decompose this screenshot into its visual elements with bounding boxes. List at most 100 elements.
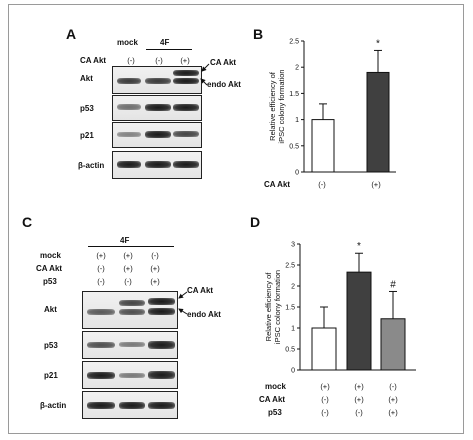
- panel-c-sign: (+): [150, 264, 160, 273]
- panel-a-blot-label: p53: [80, 104, 94, 113]
- panel-b-chart: 0 0.5 1 1.5 2 2.5 Relative efficiency of iPSC c…: [268, 38, 396, 177]
- bar: [311, 327, 337, 371]
- blot-band: [119, 402, 145, 409]
- panel-a-p53-blot: [112, 95, 202, 121]
- panel-a-blot-label: p21: [80, 131, 94, 140]
- blot-band: [117, 132, 141, 137]
- panel-d-chart-group: 0 0.5 1 1.5 2 2.5 3 Relative efficiency of iPSC …: [264, 241, 416, 375]
- panel-b-sign: (-): [318, 180, 326, 189]
- panel-c-sign: (+): [96, 251, 106, 260]
- blot-band: [117, 104, 141, 110]
- panel-c-beta-actin-blot: [82, 391, 178, 419]
- panel-c-sign: (+): [123, 264, 133, 273]
- panel-a-p21-blot: [112, 122, 202, 148]
- y-tick-label: 3: [291, 242, 295, 249]
- panel-c-p21-blot: [82, 361, 178, 389]
- panel-c-endo-akt-arrow-label: endo Akt: [187, 310, 221, 319]
- y-axis-label: Relative efficiency of: [264, 272, 273, 342]
- blot-band: [145, 161, 171, 168]
- blot-band: [173, 70, 199, 76]
- bar: [380, 318, 406, 371]
- panel-a-ca-akt-arrow-label: CA Akt: [210, 58, 237, 67]
- y-tick-label: 1: [295, 117, 299, 124]
- panel-c-blot-label: p53: [44, 341, 58, 350]
- panel-c-letter: C: [22, 214, 33, 230]
- panel-a-beta-actin-blot: [112, 151, 202, 179]
- panel-a-sign: (+): [180, 56, 190, 65]
- panel-c-p53-blot: [82, 331, 178, 359]
- y-tick-label: 0.5: [285, 347, 295, 354]
- panel-c-4f-label: 4F: [120, 236, 130, 245]
- y-axis-label: Relative efficiency of: [268, 71, 277, 141]
- y-tick-label: 0: [295, 170, 299, 177]
- blot-band: [173, 131, 199, 137]
- blot-band: [87, 309, 115, 315]
- panel-d-sign: (+): [354, 395, 364, 404]
- panel-a-sign: (-): [155, 56, 163, 65]
- figure-frame: [8, 4, 464, 434]
- blot-band: [148, 298, 175, 305]
- y-tick-label: 1.5: [289, 91, 299, 98]
- blot-band: [119, 300, 145, 306]
- y-tick-label: 2: [295, 65, 299, 72]
- panel-d-row-label: CA Akt: [259, 395, 286, 404]
- y-tick-label: 0.5: [289, 143, 299, 150]
- blot-band: [173, 104, 199, 111]
- panel-d-sign: (+): [354, 382, 364, 391]
- blot-band: [117, 78, 141, 84]
- panel-a-sign: (-): [127, 56, 135, 65]
- panel-d-row-label: mock: [265, 382, 286, 391]
- panel-c-blot-label: β-actin: [40, 401, 67, 410]
- blot-band: [87, 372, 115, 379]
- y-tick-label: 2.5: [285, 263, 295, 270]
- significance-marker: *: [376, 38, 380, 49]
- panel-c-row-label: mock: [40, 251, 61, 260]
- panel-b-sign: (+): [371, 180, 381, 189]
- y-tick-label: 1.5: [285, 305, 295, 312]
- panel-d-sign: (+): [320, 382, 330, 391]
- panel-c-sign: (-): [124, 277, 132, 286]
- panel-c-sign: (+): [150, 277, 160, 286]
- panel-b-row-label: CA Akt: [264, 180, 291, 189]
- blot-band: [173, 161, 199, 168]
- blot-band: [145, 104, 171, 111]
- significance-marker: #: [390, 279, 396, 290]
- blot-band: [119, 309, 145, 315]
- bar: [311, 119, 335, 173]
- panel-c-ca-akt-arrow-label: CA Akt: [187, 286, 214, 295]
- panel-a-4f-label: 4F: [160, 38, 170, 47]
- blot-band: [87, 342, 115, 348]
- panel-c-sign: (-): [151, 251, 159, 260]
- bar: [366, 71, 390, 173]
- panel-c-blot-label: Akt: [44, 305, 57, 314]
- panel-d-sign: (-): [389, 382, 397, 391]
- panel-a-ca-akt-row-label: CA Akt: [80, 56, 107, 65]
- panel-b-chart-group: 0 0.5 1 1.5 2 2.5 Relative efficiency of iPSC c…: [268, 38, 396, 177]
- panel-c-sign: (-): [97, 277, 105, 286]
- blot-band: [148, 341, 175, 349]
- significance-marker: *: [357, 241, 361, 252]
- bar: [346, 271, 372, 371]
- y-tick-label: 0: [291, 368, 295, 375]
- blot-band: [148, 402, 175, 409]
- panel-a-mock-label: mock: [117, 38, 138, 47]
- panel-a-4f-bracket: [146, 49, 192, 50]
- panel-c-sign: (+): [123, 251, 133, 260]
- panel-c-row-label: CA Akt: [36, 264, 63, 273]
- panel-a-blot-label: β-actin: [78, 161, 105, 170]
- blot-band: [87, 402, 115, 409]
- y-tick-label: 2.5: [289, 39, 299, 46]
- y-tick-label: 1: [291, 326, 295, 333]
- panel-c-sign: (-): [97, 264, 105, 273]
- panel-a-akt-blot: [112, 66, 202, 94]
- panel-d-sign: (-): [321, 395, 329, 404]
- panel-c-4f-bracket: [88, 246, 174, 247]
- panel-c-akt-blot: [82, 291, 178, 329]
- blot-band: [117, 161, 141, 168]
- panel-c-row-label: p53: [43, 277, 57, 286]
- panel-a-letter: A: [66, 26, 77, 42]
- blot-band: [148, 308, 175, 315]
- panel-d-sign: (-): [355, 408, 363, 417]
- panel-d-letter: D: [250, 214, 261, 230]
- panel-b-letter: B: [253, 26, 264, 42]
